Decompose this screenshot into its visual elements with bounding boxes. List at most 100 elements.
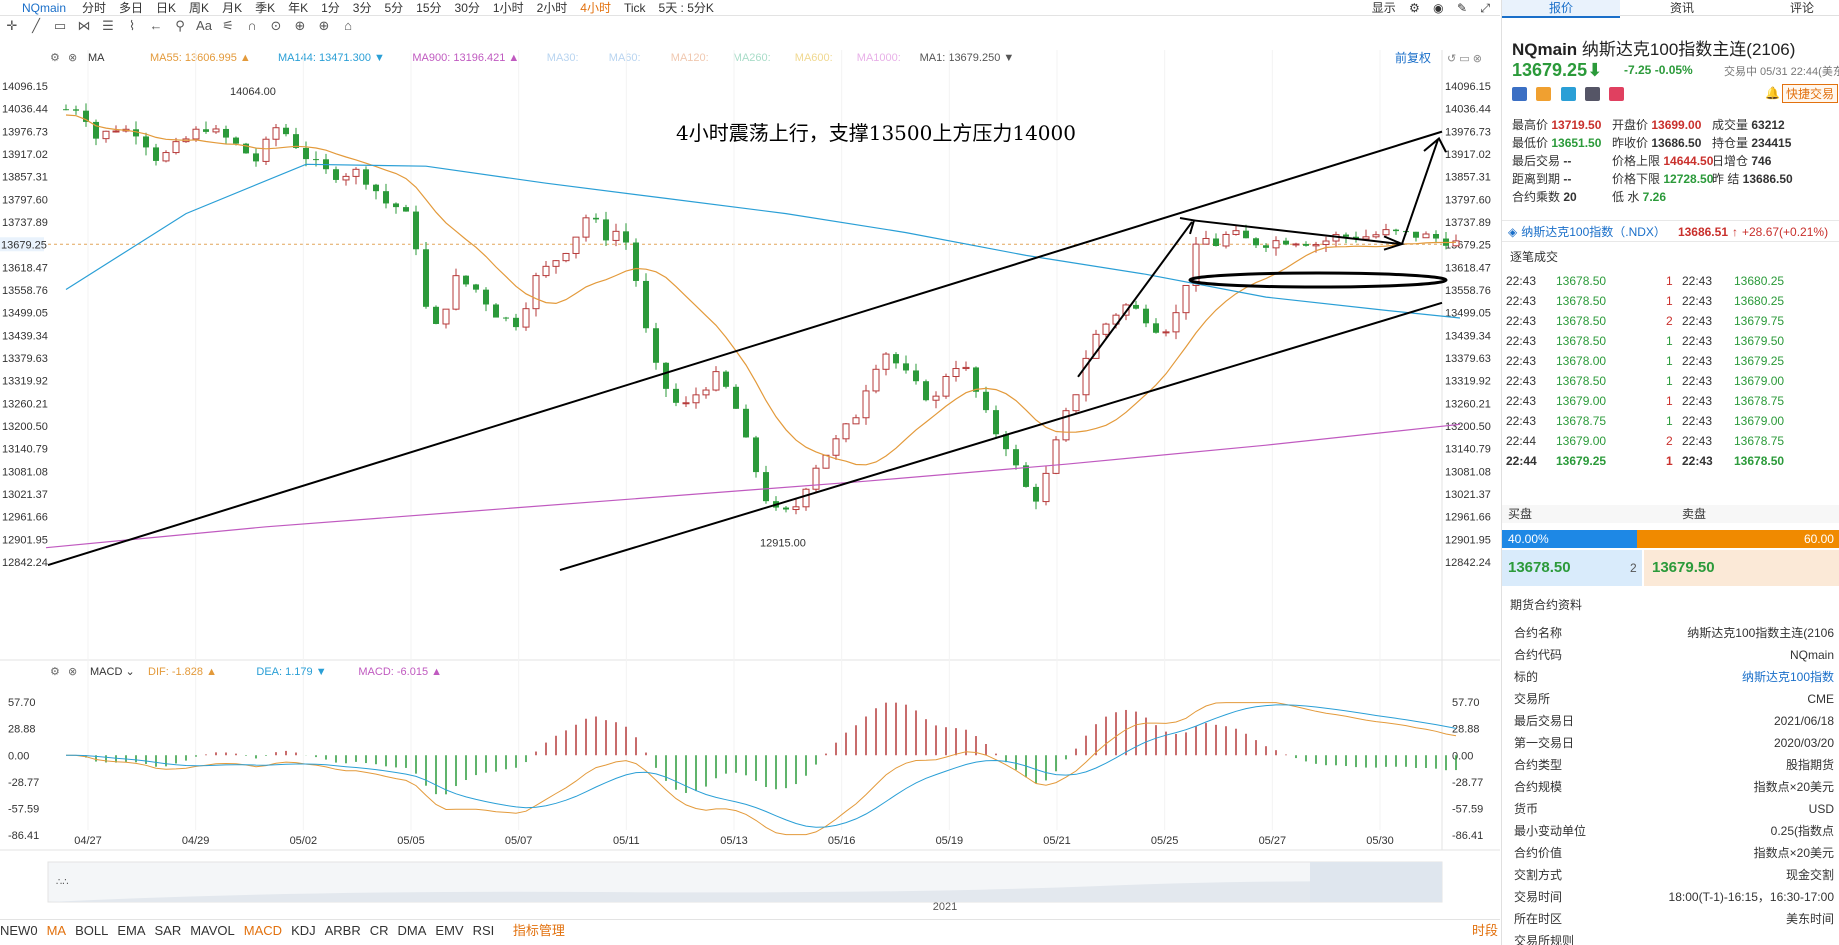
indicator-ma[interactable]: MA <box>46 923 67 938</box>
indicator-kdj[interactable]: KDJ <box>291 923 316 938</box>
arrow-head[interactable] <box>1423 136 1447 153</box>
timeframe-2[interactable]: 日K <box>156 1 177 15</box>
ma-legend-item[interactable]: MA55: 13606.995 ▲ <box>150 52 251 64</box>
up-arrow-line[interactable] <box>1077 221 1193 378</box>
indicator-macd[interactable]: MACD <box>243 923 283 938</box>
draw-tool-5-icon[interactable]: ⌇ <box>128 18 136 33</box>
display-menu[interactable]: 显示 <box>1371 1 1396 15</box>
macd-legend-item[interactable]: DIF: -1.828 ▲ <box>148 666 217 678</box>
draw-tool-9-icon[interactable]: ⚟ <box>222 18 234 33</box>
ma-legend-item[interactable]: MA900: 13196.421 ▲ <box>412 52 519 64</box>
draw-tool-12-icon[interactable]: ⊕ <box>294 18 306 33</box>
draw-tool-1-icon[interactable]: ╱ <box>32 18 40 33</box>
macd-title[interactable]: MACD ⌄ <box>90 666 135 678</box>
macd-settings-icon[interactable]: ⚙ <box>50 666 60 678</box>
draw-tool-7-icon[interactable]: ⚲ <box>175 18 185 33</box>
close-icon[interactable]: ⊗ <box>68 52 77 64</box>
session-button[interactable]: 时段 <box>1471 923 1498 938</box>
adjust-button[interactable]: 前复权 <box>1395 50 1431 65</box>
info-icon[interactable] <box>1560 86 1576 101</box>
timeframe-3[interactable]: 周K <box>189 1 210 15</box>
document-icon[interactable] <box>1585 86 1601 101</box>
macd-legend-item[interactable]: DEA: 1.179 ▼ <box>256 666 326 678</box>
draw-tool-2-icon[interactable]: ▭ <box>53 18 67 33</box>
indicator-emv[interactable]: EMV <box>435 923 464 938</box>
underlying-index-row[interactable]: ◈ 纳斯达克100指数（.NDX） 13686.51 ↑ +28.67(+0.21%) <box>1502 220 1839 242</box>
spec-value[interactable]: 纳斯达克100指数 <box>1741 670 1834 684</box>
camera-icon[interactable]: ◉ <box>1433 1 1444 15</box>
navigator-window[interactable] <box>1310 862 1442 902</box>
navigator-handle-icon[interactable]: ∴∴ <box>56 877 69 888</box>
timeframe-11[interactable]: 30分 <box>454 1 480 15</box>
arrow-head[interactable] <box>1179 216 1196 235</box>
arrow-head[interactable] <box>1383 235 1405 251</box>
timeframe-5[interactable]: 季K <box>255 1 276 15</box>
ma-legend-item[interactable]: MA1000: <box>857 52 901 64</box>
draw-tool-8-icon[interactable]: Aa <box>196 18 212 33</box>
indicator-dma[interactable]: DMA <box>397 923 427 938</box>
ma-legend-item[interactable]: MA60: <box>609 52 641 64</box>
ma-legend-item[interactable]: MA120: <box>671 52 709 64</box>
fullscreen-icon[interactable]: ⤢ <box>1480 1 1490 15</box>
timeframe-10[interactable]: 15分 <box>416 1 442 15</box>
ma-legend-item[interactable]: MA144: 13471.300 ▼ <box>278 52 385 64</box>
bid-price[interactable]: 13678.50 <box>1502 550 1642 586</box>
timeframe-0[interactable]: 分时 <box>82 1 107 15</box>
flag-line[interactable] <box>1193 219 1401 245</box>
heart-icon[interactable] <box>1609 86 1625 101</box>
ma-legend-item[interactable]: MA1: 13679.250 ▼ <box>920 52 1015 64</box>
symbol-label[interactable]: NQmain <box>22 1 67 15</box>
tab-news[interactable]: 资讯 <box>1669 1 1694 15</box>
ma-legend-item[interactable]: MA600: <box>795 52 833 64</box>
indicator-rsi[interactable]: RSI <box>472 923 495 938</box>
draw-tool-10-icon[interactable]: ∩ <box>247 18 257 33</box>
draw-tool-4-icon[interactable]: ☰ <box>102 18 114 33</box>
ma-legend-item[interactable]: MA <box>88 52 105 64</box>
draw-tool-0-icon[interactable]: ✛ <box>6 18 18 33</box>
timeframe-15[interactable]: Tick <box>623 1 646 15</box>
bell-icon[interactable]: 🔔 <box>1765 86 1780 100</box>
drawing-annotations[interactable] <box>47 130 1448 572</box>
indicator-new0[interactable]: NEW0 <box>0 923 38 938</box>
draw-tool-3-icon[interactable]: ⋈ <box>77 18 91 33</box>
tab-comments[interactable]: 评论 <box>1789 1 1814 15</box>
timeframe-12[interactable]: 1小时 <box>492 1 524 15</box>
tab-quote[interactable]: 报价 <box>1502 0 1620 18</box>
timeframe-4[interactable]: 月K <box>222 1 243 15</box>
channel-lower-line[interactable] <box>559 301 1443 572</box>
ask-price[interactable]: 13679.50 <box>1644 550 1839 586</box>
timeframe-7[interactable]: 1分 <box>321 1 340 15</box>
timeframe-1[interactable]: 多日 <box>119 1 144 15</box>
draw-tool-6-icon[interactable]: ← <box>149 18 163 33</box>
timeframe-8[interactable]: 3分 <box>352 1 372 15</box>
chart-area[interactable]: 14096.15 14096.15 14036.44 14036.44 13976.73… <box>0 50 1500 915</box>
flag-icon[interactable] <box>1512 86 1527 101</box>
draw-tool-11-icon[interactable]: ⊙ <box>270 18 282 33</box>
timeframe-14[interactable]: 4小时 <box>580 1 611 15</box>
undo-icon[interactable]: ↺ ▭ ⊗ <box>1447 53 1482 65</box>
settings-icon[interactable]: ⚙ <box>1409 1 1420 15</box>
indicator-sar[interactable]: SAR <box>154 923 182 938</box>
draw-tool-14-icon[interactable]: ⌂ <box>344 18 352 33</box>
timeframe-9[interactable]: 5分 <box>384 1 404 15</box>
indicator-manager-button[interactable]: 指标管理 <box>512 923 565 938</box>
macd-legend-item[interactable]: MACD: -6.015 ▲ <box>358 666 442 678</box>
indicator-cr[interactable]: CR <box>369 923 389 938</box>
ma-legend-item[interactable]: MA30: <box>547 52 579 64</box>
timeframe-6[interactable]: 年K <box>288 1 309 15</box>
indicator-ema[interactable]: EMA <box>117 923 146 938</box>
indicator-mavol[interactable]: MAVOL <box>190 923 235 938</box>
macd-close-icon[interactable]: ⊗ <box>68 666 77 678</box>
brush-icon[interactable]: ✎ <box>1456 1 1468 15</box>
support-ellipse[interactable] <box>1188 271 1448 289</box>
ma-legend-item[interactable]: MA260: <box>733 52 771 64</box>
indicator-arbr[interactable]: ARBR <box>324 923 361 938</box>
chart-svg[interactable]: 14096.15 14096.15 14036.44 14036.44 13976.73… <box>0 50 1500 915</box>
lightning-icon[interactable] <box>1536 86 1552 101</box>
draw-tool-13-icon[interactable]: ⊕ <box>318 18 330 33</box>
settings-icon[interactable]: ⚙ <box>50 52 60 64</box>
indicator-boll[interactable]: BOLL <box>75 923 109 938</box>
breakout-arrow-line[interactable] <box>1401 139 1439 245</box>
timeframe-13[interactable]: 2小时 <box>536 1 568 15</box>
timeframe-16[interactable]: 5天 : 5分K <box>658 1 714 15</box>
